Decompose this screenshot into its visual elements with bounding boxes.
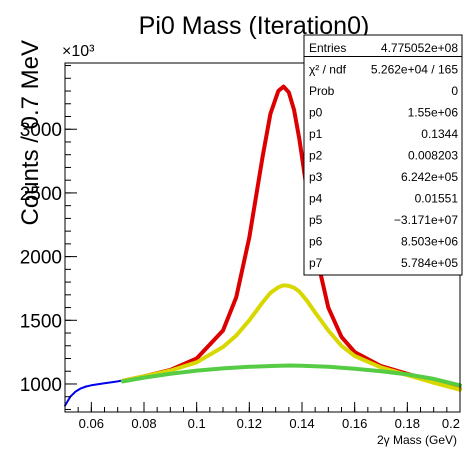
stats-value: 8.503e+06	[401, 235, 458, 249]
series-background	[120, 363, 462, 388]
curves-layer	[64, 84, 462, 407]
x-tick-label: 0.08	[131, 416, 156, 431]
y-tick-label: 2500	[20, 184, 62, 205]
x-axis-label: 2γ Mass (GeV)	[377, 433, 457, 447]
stats-value: 5.784e+05	[401, 256, 458, 270]
stats-value: 6.242e+05	[401, 170, 458, 184]
stats-label: p1	[309, 127, 323, 141]
y-tick-label: 1000	[20, 375, 62, 396]
x-tick-label: 0.2	[442, 416, 460, 431]
x-tick-label: 0.14	[289, 416, 314, 431]
y-multiplier: ×10³	[62, 43, 95, 60]
stats-value: 5.262e+04 / 165	[371, 63, 458, 77]
y-tick-label: 1500	[20, 311, 62, 332]
x-tick-label: 0.16	[342, 416, 367, 431]
series-signal-plus-background	[120, 283, 462, 392]
stats-label: p5	[309, 213, 323, 227]
y-tick-label: 3000	[20, 120, 62, 141]
stats-label: p7	[309, 256, 323, 270]
x-tick-label: 0.1	[188, 416, 206, 431]
stats-label: Prob	[309, 84, 335, 98]
stats-label: χ² / ndf	[309, 63, 347, 77]
stats-label: p0	[309, 106, 323, 120]
stats-label: p3	[309, 170, 323, 184]
stats-box-frame	[303, 34, 463, 276]
stats-value: −3.171e+07	[394, 213, 458, 227]
stats-label: p6	[309, 235, 323, 249]
y-axis-label: Counts / 0.7 MeV	[17, 40, 44, 225]
stats-value: 0.01551	[415, 192, 459, 206]
x-tick-label: 0.12	[237, 416, 262, 431]
stats-value: 0.008203	[408, 149, 458, 163]
series-total-fit	[120, 84, 462, 392]
stats-value: 0	[451, 84, 458, 98]
ticks-layer: 0.06 0.08 0.1 0.12 0.14 0.16 0.18 0.2 1000 1500 20…	[20, 65, 461, 431]
x-tick-label: 0.18	[395, 416, 420, 431]
stats-value: 1.55e+06	[408, 106, 459, 120]
stats-value: 0.1344	[421, 127, 458, 141]
stats-value: 4.775052e+08	[381, 41, 458, 55]
y-tick-label: 2000	[20, 248, 62, 269]
stats-label: p4	[309, 192, 323, 206]
x-tick-label: 0.06	[79, 416, 104, 431]
stats-box: Entries 4.775052e+08 χ² / ndf 5.262e+04 / 1…	[303, 34, 463, 276]
stats-label: Entries	[309, 41, 346, 55]
stats-label: p2	[309, 149, 323, 163]
